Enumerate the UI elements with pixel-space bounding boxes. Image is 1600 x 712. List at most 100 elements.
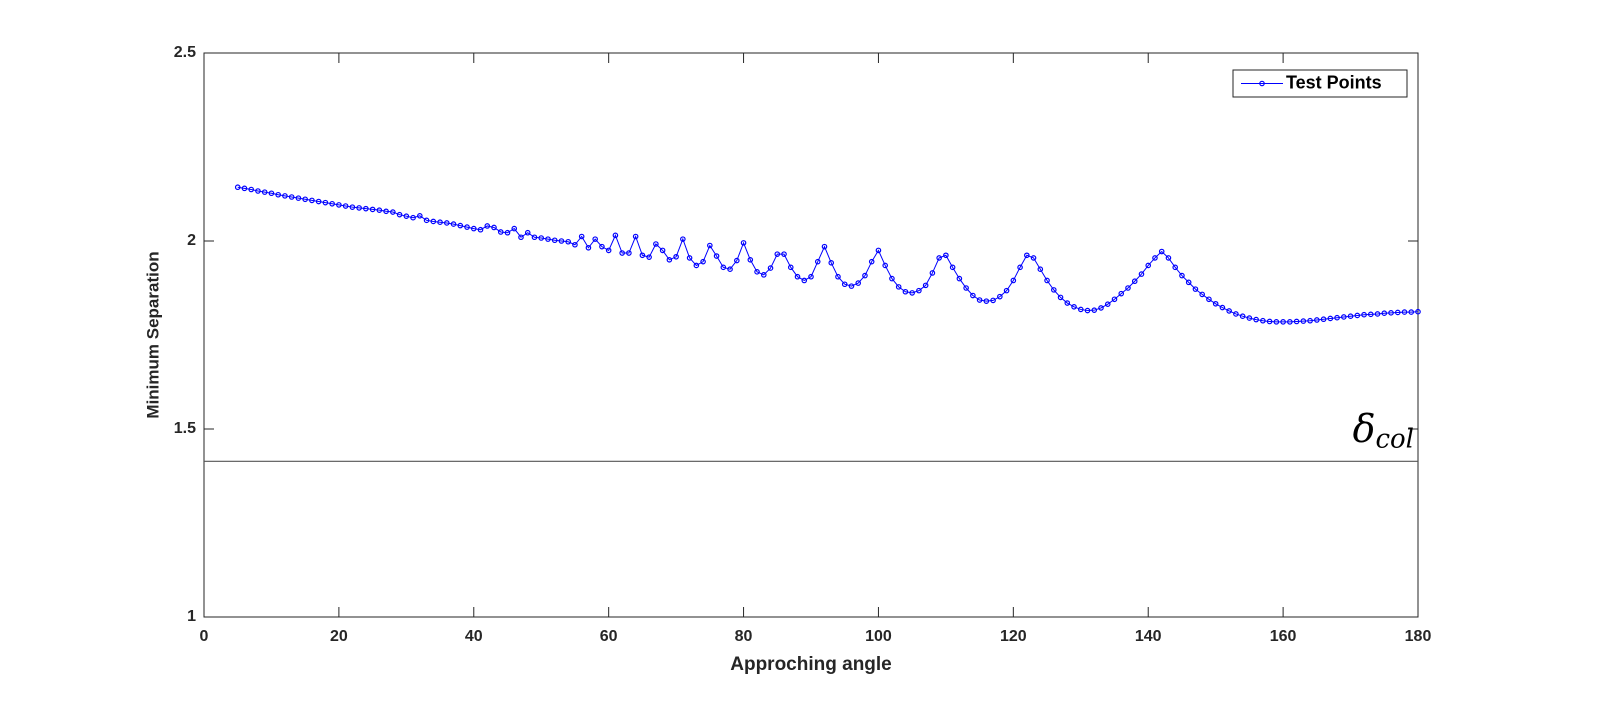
point-marker [814,258,821,265]
point-marker [909,290,915,296]
point-marker [976,297,983,303]
point-marker [1287,319,1293,325]
point-marker [518,234,524,241]
point-marker [680,236,686,242]
point-marker [248,186,255,193]
x-tick-label: 0 [200,628,209,645]
point-marker [443,220,450,226]
point-marker [1388,310,1394,316]
point-marker [1361,311,1367,318]
point-marker [1044,277,1050,284]
point-marker [1327,315,1334,322]
point-marker [619,250,625,256]
x-tick-label: 60 [600,628,618,645]
point-marker [282,193,288,199]
point-marker [545,236,551,242]
point-marker [234,184,241,191]
point-marker [720,264,727,271]
point-marker [639,252,646,259]
point-marker [1199,291,1205,298]
point-marker [376,207,383,213]
point-marker [868,258,875,265]
point-marker [1098,305,1104,311]
point-marker [1253,316,1259,323]
point-marker [774,251,781,257]
point-marker [470,225,477,232]
point-marker [875,247,882,254]
point-marker [484,223,491,229]
point-marker [329,200,335,207]
point-marker [1273,319,1280,325]
point-marker [1057,294,1064,301]
point-marker [1300,318,1307,324]
point-marker [1131,278,1138,285]
point-marker [659,247,666,254]
point-marker [363,205,369,212]
point-marker [949,264,956,271]
point-marker [558,238,565,244]
point-marker [916,287,922,294]
point-marker [1118,290,1125,297]
point-marker [801,277,808,284]
point-marker [1152,255,1158,261]
point-marker [1307,317,1313,324]
point-marker [497,229,504,235]
point-marker [808,273,814,280]
point-marker [828,260,835,266]
point-marker [309,197,315,204]
x-tick-label: 40 [465,628,483,645]
point-marker [841,281,848,288]
point-marker [1165,255,1172,261]
point-marker [322,199,329,206]
point-marker [760,272,767,278]
point-marker [1381,310,1388,316]
point-marker [578,233,585,240]
point-marker [315,198,322,205]
point-marker [1347,313,1354,320]
point-marker [767,265,774,271]
point-marker [1239,313,1246,320]
point-marker [511,225,518,232]
point-marker [403,213,410,219]
point-marker [390,209,396,215]
point-marker [997,293,1003,300]
point-marker [1246,315,1253,321]
point-marker [356,205,362,211]
point-marker [990,297,996,304]
threshold-symbol: δ [1353,406,1376,450]
point-marker [734,257,740,264]
point-marker [1030,255,1037,261]
point-marker [943,252,949,259]
point-marker [929,270,936,276]
point-marker [1293,318,1300,325]
point-marker [1017,264,1023,271]
point-marker [646,254,652,260]
point-marker [268,190,275,197]
point-marker [693,262,700,269]
point-marker [1172,264,1179,271]
point-marker [970,292,976,299]
threshold-subscript: col [1375,424,1414,454]
y-tick-label: 2.5 [174,44,196,61]
point-marker [531,234,538,241]
x-tick-label: 140 [1135,628,1162,645]
point-marker [551,237,558,244]
point-marker [895,284,902,290]
point-marker [1367,311,1374,318]
point-marker [1266,318,1273,325]
point-marker [862,272,868,279]
point-marker [727,266,733,273]
point-marker [747,256,754,263]
point-marker [1212,300,1219,307]
x-tick-label: 180 [1405,628,1432,645]
point-marker [572,241,578,248]
point-marker [288,194,295,200]
point-marker [1091,307,1098,313]
x-tick-label: 160 [1270,628,1297,645]
x-tick-label: 120 [1000,628,1027,645]
point-marker [794,273,801,280]
threshold-label: δcol [1353,406,1414,455]
point-marker [673,253,679,260]
point-marker [1003,287,1010,294]
